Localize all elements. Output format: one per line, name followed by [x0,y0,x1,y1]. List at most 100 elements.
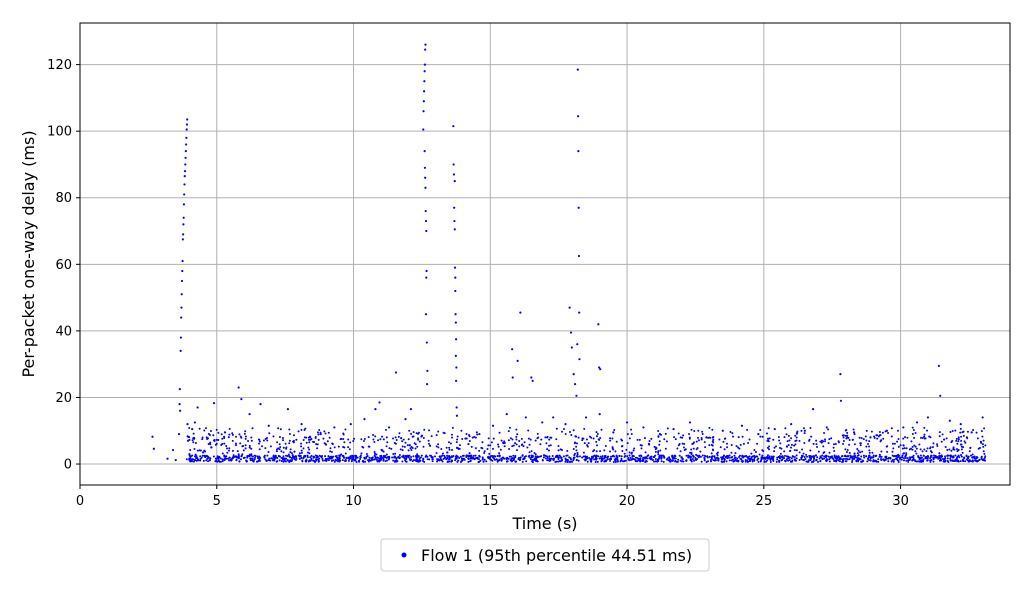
data-point [192,436,195,439]
data-point [908,448,911,451]
data-point [793,449,796,452]
data-point [528,443,531,446]
data-point [560,430,563,433]
data-point [375,458,378,461]
data-point [654,458,657,461]
data-point [803,432,806,435]
data-point [288,439,291,442]
data-point [318,454,321,457]
data-point [236,450,239,453]
data-point [788,459,791,462]
data-point [208,458,211,461]
data-point [295,458,297,461]
data-point [919,459,922,462]
data-point [625,421,629,424]
data-point [453,206,456,209]
data-point [423,166,427,169]
data-point [716,451,719,454]
data-point [609,450,612,453]
data-point [362,440,365,443]
data-point [690,428,693,431]
data-point [843,455,846,458]
data-point [703,458,706,461]
data-point [730,443,733,446]
data-point [638,438,641,441]
data-point [938,452,941,455]
data-point [487,457,490,460]
data-point [760,458,763,461]
data-point [787,455,790,458]
data-point [738,447,741,450]
data-point [959,427,962,430]
data-point [437,430,440,433]
data-point [798,439,801,442]
data-point [185,143,188,146]
data-point [525,460,528,463]
data-point [892,447,895,450]
data-point [957,438,960,441]
data-point [508,426,511,429]
data-point [695,440,698,443]
data-point [688,437,691,440]
x-tick-label: 0 [76,494,84,509]
data-point [201,451,205,454]
data-point [476,433,479,436]
data-point [510,458,513,461]
data-point [975,457,978,460]
data-point [728,459,731,462]
data-point [194,459,197,462]
data-point [896,440,899,443]
data-point [845,450,848,453]
data-point [287,453,290,456]
data-point [250,454,253,457]
data-point [783,436,786,439]
data-point [437,443,440,446]
data-point [865,455,868,458]
data-point [297,430,300,433]
data-point [312,455,315,458]
data-point [215,438,218,441]
data-point [387,426,391,429]
data-point [903,447,906,450]
data-point [255,460,258,463]
data-point [485,460,488,463]
data-point [700,438,703,441]
data-point [306,454,309,457]
data-point [630,428,633,431]
data-point [677,458,680,461]
data-point [599,450,602,453]
data-point [926,459,929,462]
data-point [418,457,421,460]
data-point [372,438,375,441]
data-point [699,455,702,458]
data-point [416,453,419,456]
data-point [395,439,398,441]
data-point [212,402,216,405]
data-point [949,457,952,460]
data-point [470,445,473,448]
data-point [198,427,201,430]
data-point [257,438,260,441]
data-point [575,442,578,445]
data-point [598,438,601,441]
data-point [578,455,581,458]
data-point [398,432,401,435]
data-point [440,459,443,461]
data-point [647,454,650,457]
data-point [900,456,903,459]
data-point [449,442,452,445]
data-point [284,442,287,445]
data-point [284,457,287,460]
data-point [337,460,340,463]
data-point [950,449,953,452]
data-point [581,456,584,459]
data-point [467,442,470,446]
data-point [395,460,398,463]
data-point [214,443,217,446]
data-point [435,434,438,437]
data-point [687,455,690,458]
data-point [653,460,655,463]
data-point [844,448,847,451]
data-point [185,458,188,461]
